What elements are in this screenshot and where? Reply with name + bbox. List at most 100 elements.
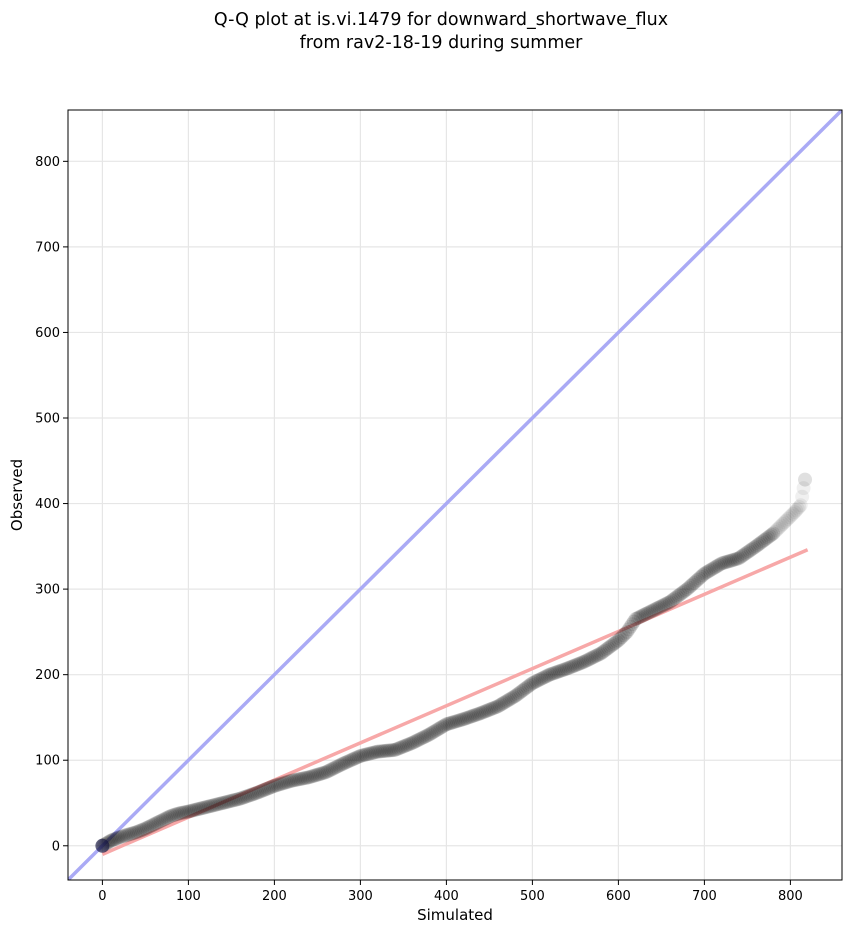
y-tick-label: 800 [35,155,60,170]
quantile-point [775,516,790,531]
quantile-point [487,700,502,715]
quantile-point [690,572,705,587]
quantile-point [597,643,612,658]
quantile-point [432,721,447,736]
quantile-point [202,799,217,814]
x-tick-label: 800 [778,889,803,904]
quantile-point [288,773,303,788]
quantile-point [671,588,686,603]
quantile-point [356,748,371,763]
x-tick-label: 100 [176,889,201,904]
quantile-point [702,563,717,578]
quantile-point [411,732,426,747]
quantile-point [337,755,352,770]
quantile-point [257,782,272,797]
quantile-point [745,541,760,556]
quantile-point [119,828,134,843]
quantile-point [601,641,616,656]
quantile-point [114,829,129,844]
quantile-point [274,776,289,791]
quantile-point [470,707,485,722]
quantile-point [780,511,795,526]
quantile-point [611,633,626,648]
quantile-point [153,813,168,828]
chart-title: Q-Q plot at is.vi.1479 for downward_shor… [214,10,668,30]
x-tick-label: 500 [520,889,545,904]
quantile-point [764,527,779,542]
x-tick-label: 700 [692,889,717,904]
x-tick-label: 0 [98,889,106,904]
quantile-point [644,604,659,619]
quantile-point [181,804,196,819]
quantile-point [251,785,266,800]
quantile-point [547,665,562,680]
quantile-point [659,596,674,611]
quantile-point [551,664,566,679]
quantile-point [546,666,561,681]
quantile-point [530,673,545,688]
quantile-point [224,793,239,808]
quantile-point [666,592,681,607]
quantile-point [429,723,444,738]
quantile-point [263,780,278,795]
quantile-point [147,817,161,832]
quantile-point [518,681,533,696]
quantile-point [236,790,251,805]
quantile-point [276,776,290,791]
quantile-point [148,816,163,831]
quantile-point [782,510,797,525]
quantile-point [157,812,172,827]
quantile-point [205,798,220,813]
quantile-point [106,832,121,847]
quantile-point [294,771,309,786]
x-tick-label: 400 [434,889,459,904]
quantile-point [384,743,399,758]
quantile-point [174,805,189,820]
quantile-point [253,784,268,799]
quantile-point [289,772,304,787]
quantile-point [570,657,585,672]
quantile-point [248,786,263,801]
quantile-point [594,646,609,661]
quantile-point [676,584,691,599]
quantile-point [654,599,669,614]
quantile-point [348,751,363,766]
quantile-point [138,821,153,836]
quantile-point [222,794,237,809]
quantile-point [697,566,712,581]
quantile-point [747,540,762,555]
quantile-point [542,667,557,682]
quantile-point [468,707,483,722]
quantile-point [750,538,765,553]
quantile-point [730,551,745,566]
quantile-point [334,757,349,772]
quantile-point [779,513,794,528]
quantile-point [260,781,275,796]
quantile-point [789,503,804,518]
quantile-point [360,747,375,762]
reference-lines [68,110,842,880]
quantile-point [521,678,536,693]
quantile-point [635,608,650,623]
quantile-point [245,787,260,802]
quantile-point [492,698,507,713]
quantile-point [208,797,223,812]
quantile-point [169,807,184,822]
quantile-point [200,799,215,814]
quantile-point [325,761,340,776]
quantile-point [140,820,155,835]
quantile-point [258,782,273,797]
quantile-point [111,830,126,845]
quantile-point [399,738,414,753]
quantile-point [374,744,389,759]
grid-lines [68,110,842,880]
y-tick-label: 300 [35,583,60,598]
quantile-point [427,724,442,739]
quantile-point [344,752,359,767]
quantile-point [460,710,475,725]
quantile-point [380,743,395,758]
quantile-point [461,710,476,725]
quantile-point [678,583,693,598]
quantile-point [281,774,296,789]
quantile-point [408,734,423,749]
